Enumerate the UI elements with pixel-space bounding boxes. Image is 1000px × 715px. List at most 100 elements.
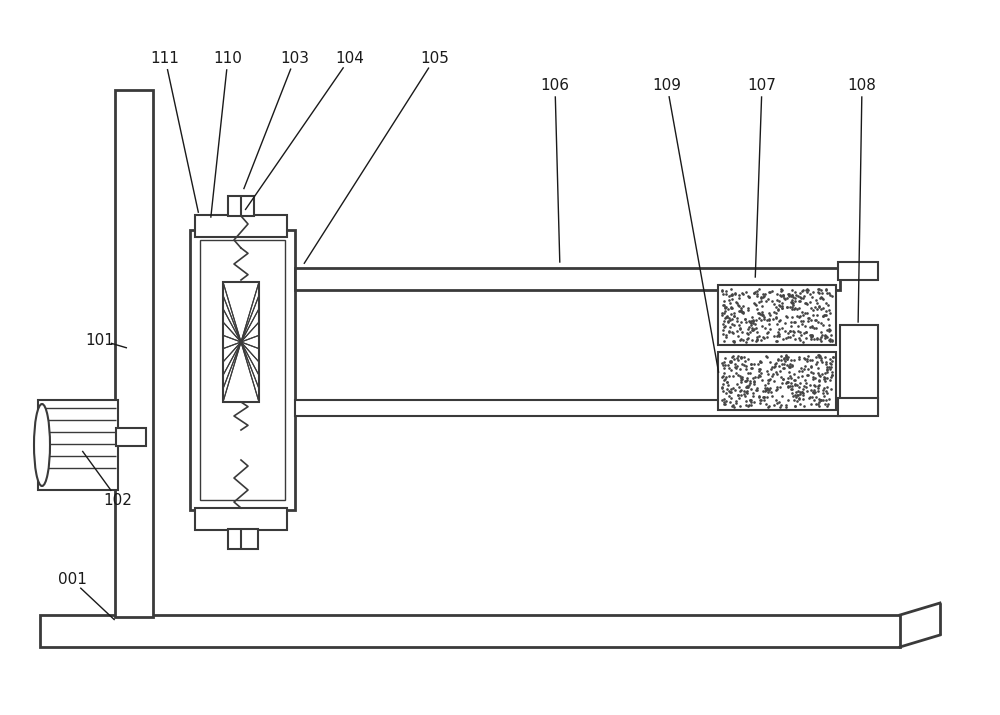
Point (728, 398, 744, 409)
Point (780, 327, 796, 338)
Point (721, 295, 737, 306)
Point (718, 371, 734, 383)
Point (777, 294, 793, 305)
Point (779, 353, 795, 365)
Point (785, 325, 801, 337)
Point (731, 300, 747, 312)
Point (719, 376, 735, 388)
Point (740, 332, 756, 343)
Point (759, 365, 775, 377)
Point (818, 356, 834, 368)
Point (743, 383, 759, 395)
Point (773, 354, 789, 365)
Point (745, 315, 761, 327)
Point (777, 355, 793, 367)
Point (725, 383, 741, 394)
Point (748, 335, 764, 347)
Point (818, 284, 834, 295)
Point (747, 286, 763, 297)
Point (808, 352, 824, 363)
Point (716, 295, 732, 307)
Point (722, 355, 738, 367)
Point (792, 335, 808, 346)
Point (783, 355, 799, 366)
Point (819, 287, 835, 299)
Point (743, 396, 759, 408)
Point (819, 388, 835, 399)
Point (802, 329, 818, 340)
Point (780, 376, 796, 388)
Point (778, 350, 794, 361)
Point (755, 331, 771, 342)
Point (715, 300, 731, 311)
Point (743, 400, 759, 411)
Point (748, 299, 764, 310)
Point (800, 312, 816, 324)
Point (751, 365, 767, 377)
Point (792, 387, 808, 398)
Point (775, 290, 791, 301)
Point (784, 296, 800, 307)
Point (758, 385, 774, 396)
Point (766, 375, 782, 386)
Point (803, 384, 819, 395)
Point (773, 371, 789, 383)
Point (811, 300, 827, 312)
Point (795, 336, 811, 347)
Point (805, 373, 821, 385)
Point (768, 385, 784, 396)
Point (774, 302, 790, 314)
Point (794, 318, 810, 330)
Point (751, 363, 767, 375)
Point (810, 368, 826, 379)
Point (815, 294, 831, 305)
Point (744, 363, 760, 374)
Point (811, 370, 827, 381)
Point (800, 285, 816, 296)
Point (821, 323, 837, 335)
Point (729, 352, 745, 364)
Point (717, 302, 733, 314)
Point (723, 356, 739, 368)
Point (754, 308, 770, 320)
Point (803, 331, 819, 342)
Point (817, 330, 833, 342)
Point (770, 329, 786, 340)
Point (715, 360, 731, 371)
Point (756, 392, 772, 403)
Point (727, 287, 743, 298)
Point (803, 333, 819, 345)
Point (796, 380, 812, 392)
Point (768, 395, 784, 406)
Point (776, 292, 792, 304)
Point (733, 317, 749, 328)
Point (775, 290, 791, 301)
Point (753, 295, 769, 307)
Point (819, 372, 835, 383)
Point (784, 388, 800, 399)
Point (780, 373, 796, 384)
Point (734, 326, 750, 337)
Point (747, 372, 763, 383)
Point (782, 380, 798, 391)
Point (723, 386, 739, 398)
Point (812, 395, 828, 406)
Point (803, 315, 819, 326)
Point (793, 362, 809, 373)
Point (792, 295, 808, 307)
Point (803, 329, 819, 340)
Point (798, 381, 814, 393)
Point (778, 332, 794, 344)
Point (723, 302, 739, 314)
Point (734, 372, 750, 383)
Point (779, 292, 795, 304)
Point (821, 334, 837, 345)
Point (723, 290, 739, 301)
Point (751, 390, 767, 401)
Point (751, 312, 767, 324)
Point (745, 317, 761, 328)
Point (726, 401, 742, 413)
Point (810, 383, 826, 394)
Point (755, 391, 771, 403)
Point (807, 373, 823, 384)
